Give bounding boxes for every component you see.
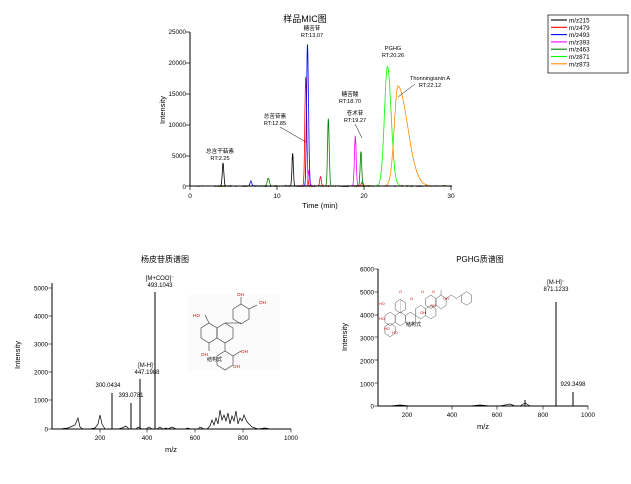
svg-text:1000: 1000 — [360, 382, 375, 389]
svg-text:m/z463: m/z463 — [569, 47, 590, 54]
svg-text:O: O — [432, 290, 435, 294]
svg-text:10000: 10000 — [168, 122, 186, 129]
svg-text:OH: OH — [259, 300, 266, 305]
svg-text:m/z215: m/z215 — [569, 18, 590, 25]
svg-text:30: 30 — [447, 193, 455, 200]
svg-text:2000: 2000 — [360, 359, 375, 366]
svg-text:HO: HO — [379, 302, 385, 306]
svg-text:OH: OH — [430, 304, 436, 308]
svg-text:RT:13.07: RT:13.07 — [301, 33, 323, 39]
svg-text:O: O — [421, 290, 424, 294]
svg-text:PGHG: PGHG — [385, 46, 401, 52]
svg-text:PGHG质谱图: PGHG质谱图 — [456, 254, 504, 264]
svg-text:糖苦酸: 糖苦酸 — [342, 90, 359, 98]
svg-text:m/z: m/z — [165, 445, 177, 454]
svg-text:O: O — [410, 297, 413, 301]
svg-text:1000: 1000 — [34, 398, 49, 405]
svg-text:糖苦苷: 糖苦苷 — [304, 24, 321, 32]
svg-text:200: 200 — [402, 412, 413, 419]
svg-text:杨皮苷质谱图: 杨皮苷质谱图 — [141, 254, 189, 264]
svg-text:800: 800 — [238, 435, 249, 442]
svg-text:400: 400 — [142, 435, 153, 442]
svg-text:m/z479: m/z479 — [569, 25, 590, 32]
svg-text:447.1988: 447.1988 — [134, 370, 160, 376]
svg-text:5000: 5000 — [360, 290, 375, 297]
svg-text:RT:19.27: RT:19.27 — [344, 118, 366, 124]
svg-text:1000: 1000 — [581, 412, 596, 419]
svg-text:RT:20.26: RT:20.26 — [382, 53, 404, 59]
svg-text:[M-H]⁻: [M-H]⁻ — [547, 280, 565, 286]
svg-text:4000: 4000 — [34, 314, 49, 321]
svg-text:HO: HO — [379, 317, 385, 321]
svg-text:6000: 6000 — [360, 267, 375, 274]
svg-text:2000: 2000 — [34, 370, 49, 377]
svg-text:苍术苷: 苍术苷 — [347, 109, 364, 117]
svg-text:4000: 4000 — [360, 313, 375, 320]
svg-text:871.1233: 871.1233 — [543, 287, 569, 293]
svg-text:HO: HO — [392, 331, 398, 335]
svg-text:Intensity: Intensity — [340, 323, 349, 351]
svg-text:0: 0 — [182, 184, 186, 191]
svg-text:Intensity: Intensity — [158, 96, 167, 124]
svg-text:总含干萜素: 总含干萜素 — [206, 147, 234, 155]
svg-text:OH: OH — [233, 364, 240, 369]
svg-text:RT:12.85: RT:12.85 — [264, 121, 286, 127]
svg-text:5000: 5000 — [34, 286, 49, 293]
svg-text:总苦苷素: 总苦苷素 — [264, 112, 287, 120]
svg-text:3000: 3000 — [360, 336, 375, 343]
svg-text:OH: OH — [237, 292, 244, 297]
svg-text:m/z493: m/z493 — [569, 32, 590, 39]
svg-text:RT:22.12: RT:22.12 — [419, 83, 441, 89]
svg-text:RT:18.70: RT:18.70 — [339, 99, 361, 105]
svg-text:0: 0 — [370, 404, 374, 411]
svg-text:200: 200 — [95, 435, 106, 442]
svg-text:800: 800 — [538, 412, 549, 419]
svg-text:10: 10 — [273, 193, 281, 200]
svg-text:0: 0 — [188, 193, 192, 200]
svg-text:OH: OH — [443, 297, 449, 301]
svg-text:HO: HO — [384, 327, 390, 331]
svg-text:300.0434: 300.0434 — [95, 383, 121, 389]
svg-text:RT:2.25: RT:2.25 — [210, 156, 229, 162]
svg-text:5000: 5000 — [172, 153, 187, 160]
svg-text:Thonningianin A: Thonningianin A — [410, 76, 450, 82]
svg-text:20000: 20000 — [168, 60, 186, 67]
svg-text:结构式: 结构式 — [406, 321, 421, 328]
svg-text:[M-H]⁻: [M-H]⁻ — [138, 363, 156, 369]
svg-text:结构式: 结构式 — [207, 356, 222, 363]
svg-text:929.3498: 929.3498 — [560, 382, 586, 388]
svg-text:393.0781: 393.0781 — [118, 393, 144, 399]
svg-text:m/z871: m/z871 — [569, 54, 590, 61]
svg-text:400: 400 — [447, 412, 458, 419]
svg-text:O: O — [399, 290, 402, 294]
svg-text:3000: 3000 — [34, 342, 49, 349]
svg-text:25000: 25000 — [168, 29, 186, 36]
svg-text:[M+COO]⁻: [M+COO]⁻ — [146, 276, 175, 282]
svg-text:OH: OH — [420, 311, 426, 315]
svg-text:1000: 1000 — [284, 435, 299, 442]
svg-text:15000: 15000 — [168, 91, 186, 98]
svg-text:600: 600 — [190, 435, 201, 442]
svg-text:m/z873: m/z873 — [569, 61, 590, 68]
svg-text:m/z: m/z — [477, 422, 489, 431]
svg-text:样品MIC图: 样品MIC图 — [283, 13, 327, 24]
svg-text:493.1043: 493.1043 — [147, 283, 173, 289]
svg-text:HO: HO — [193, 313, 200, 318]
svg-text:20: 20 — [360, 193, 368, 200]
svg-text:600: 600 — [492, 412, 503, 419]
svg-text:m/z393: m/z393 — [569, 39, 590, 46]
svg-text:0: 0 — [44, 427, 48, 434]
svg-text:Time (min): Time (min) — [302, 201, 338, 210]
svg-text:OH: OH — [241, 349, 248, 354]
svg-text:Intensity: Intensity — [13, 341, 22, 369]
